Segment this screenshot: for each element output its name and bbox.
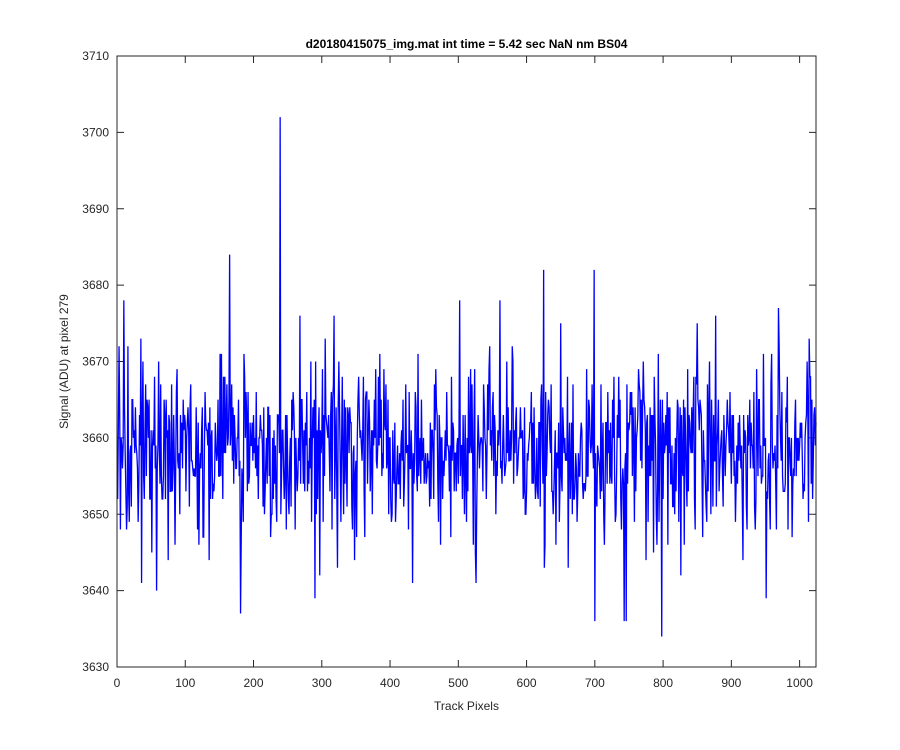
y-tick-label: 3670 — [82, 355, 109, 369]
x-axis-label: Track Pixels — [434, 699, 499, 713]
y-tick-label: 3690 — [82, 202, 109, 216]
x-tick-label: 200 — [244, 676, 264, 690]
chart-title: d20180415075_img.mat int time = 5.42 sec… — [306, 37, 628, 51]
y-tick-label: 3680 — [82, 278, 109, 292]
x-tick-label: 800 — [653, 676, 673, 690]
x-tick-label: 300 — [312, 676, 332, 690]
x-tick-label: 400 — [380, 676, 400, 690]
x-tick-label: 900 — [721, 676, 741, 690]
y-tick-label: 3640 — [82, 584, 109, 598]
x-tick-label: 100 — [175, 676, 195, 690]
axes-box — [116, 55, 817, 668]
x-tick-label: 500 — [448, 676, 468, 690]
y-tick-label: 3650 — [82, 507, 109, 521]
x-tick-label: 0 — [114, 676, 121, 690]
signal-series-line — [117, 117, 817, 637]
x-tick-label: 700 — [585, 676, 605, 690]
tick-labels: 0 100 200 300 400 500 600 700 800 900 1000 3630 3640… — [82, 49, 813, 690]
y-axis-label: Signal (ADU) at pixel 279 — [57, 294, 71, 429]
y-tick-label: 3630 — [82, 660, 109, 674]
x-tick-label: 1000 — [786, 676, 813, 690]
y-tick-label: 3660 — [82, 431, 109, 445]
axes-background — [117, 56, 816, 667]
x-tick-label: 600 — [517, 676, 537, 690]
y-tick-label: 3700 — [82, 125, 109, 139]
y-tick-label: 3710 — [82, 49, 109, 63]
data-layer — [117, 117, 817, 637]
axis-ticks — [116, 55, 816, 668]
